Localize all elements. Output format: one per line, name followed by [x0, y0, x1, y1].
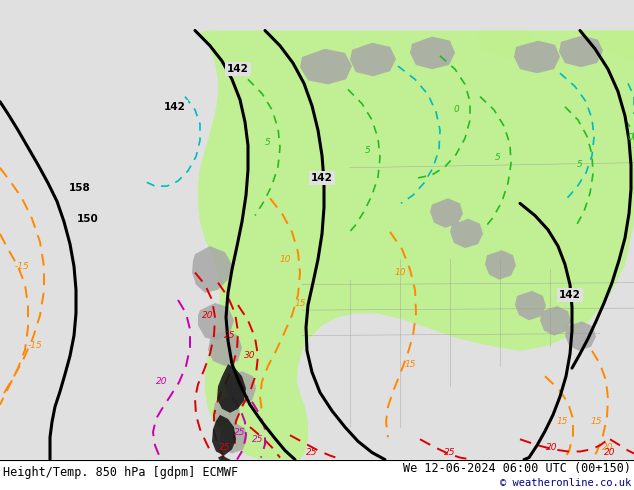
- Text: 0: 0: [627, 133, 633, 142]
- Polygon shape: [208, 330, 242, 366]
- Polygon shape: [430, 198, 463, 228]
- Text: 25: 25: [224, 331, 236, 340]
- Polygon shape: [565, 321, 596, 351]
- Text: 0: 0: [453, 105, 459, 114]
- Text: 10: 10: [279, 255, 291, 264]
- Text: 142: 142: [164, 102, 186, 112]
- Text: 10: 10: [394, 268, 406, 277]
- Polygon shape: [300, 49, 352, 84]
- Text: 15: 15: [294, 298, 306, 308]
- Text: 25: 25: [444, 448, 456, 457]
- Text: 20: 20: [202, 311, 214, 320]
- Polygon shape: [485, 250, 516, 280]
- Polygon shape: [198, 303, 234, 341]
- Text: 142: 142: [227, 64, 249, 74]
- Text: We 12-06-2024 06:00 UTC (00+150): We 12-06-2024 06:00 UTC (00+150): [403, 462, 631, 475]
- Polygon shape: [213, 396, 240, 429]
- Text: -15: -15: [15, 262, 29, 271]
- Text: 25: 25: [306, 448, 318, 457]
- Text: © weatheronline.co.uk: © weatheronline.co.uk: [500, 478, 631, 489]
- Text: 25: 25: [234, 428, 246, 437]
- Polygon shape: [220, 423, 247, 454]
- Text: 20: 20: [602, 443, 614, 452]
- Text: 15: 15: [590, 417, 602, 426]
- Text: 25: 25: [219, 443, 231, 452]
- Text: 30: 30: [244, 351, 256, 361]
- Text: 158: 158: [69, 183, 91, 193]
- Polygon shape: [540, 306, 571, 336]
- Polygon shape: [515, 291, 546, 320]
- Polygon shape: [217, 364, 246, 413]
- Polygon shape: [350, 43, 396, 76]
- Text: 150: 150: [77, 214, 99, 223]
- Polygon shape: [225, 371, 256, 405]
- Text: 5: 5: [265, 138, 271, 147]
- Text: 20: 20: [547, 443, 558, 452]
- Text: 25: 25: [252, 435, 264, 444]
- Polygon shape: [559, 36, 603, 67]
- Text: 142: 142: [311, 173, 333, 183]
- Text: 142: 142: [559, 290, 581, 300]
- Text: 15: 15: [556, 417, 568, 426]
- Text: 5: 5: [577, 160, 583, 169]
- Polygon shape: [218, 456, 238, 466]
- Text: -15: -15: [28, 341, 42, 350]
- Polygon shape: [580, 30, 634, 61]
- Polygon shape: [212, 415, 236, 456]
- Text: 5: 5: [495, 153, 501, 162]
- Text: Height/Temp. 850 hPa [gdpm] ECMWF: Height/Temp. 850 hPa [gdpm] ECMWF: [3, 466, 238, 479]
- Text: 5: 5: [365, 146, 371, 155]
- Polygon shape: [185, 30, 634, 460]
- Polygon shape: [410, 37, 455, 69]
- Polygon shape: [192, 246, 232, 293]
- Text: 20: 20: [604, 448, 616, 457]
- Polygon shape: [450, 219, 483, 248]
- Text: 15: 15: [404, 360, 416, 368]
- Text: 20: 20: [156, 377, 168, 386]
- Polygon shape: [514, 41, 560, 73]
- Polygon shape: [478, 30, 535, 59]
